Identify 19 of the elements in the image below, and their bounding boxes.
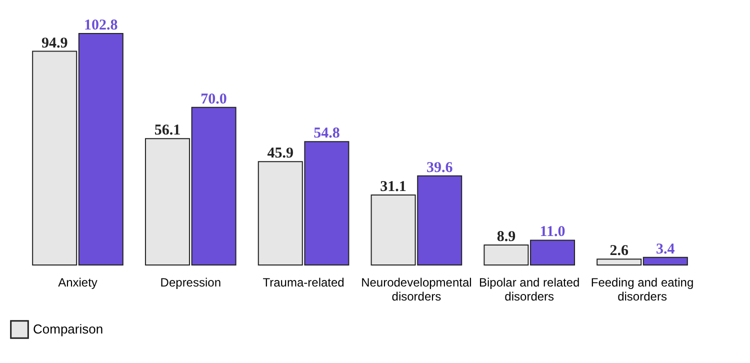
data-label: 70.0 [200,91,227,108]
data-label: 94.9 [41,35,68,52]
legend-label: Comparison [33,322,104,336]
data-label: 54.8 [314,126,340,142]
x-tick-label: Bipolar and related disorders [478,276,580,304]
data-label: 102.8 [84,18,118,34]
data-label: 3.4 [656,241,676,258]
data-label: 56.1 [154,122,181,139]
x-tick-label: Trauma-related [262,276,344,290]
x-tick-label: Neurodevelopmental disorders [361,276,472,304]
x-tick-label: Feeding and eating disorders [590,276,694,304]
data-label: 39.6 [426,160,454,176]
data-label: 31.1 [380,178,406,195]
data-label: 8.9 [496,228,516,245]
data-label: 2.6 [610,243,629,260]
x-tick-label: Depression [160,276,221,290]
data-label: 11.0 [540,224,566,240]
data-label: 45.9 [267,146,294,162]
x-tick-label: Anxiety [58,276,98,290]
